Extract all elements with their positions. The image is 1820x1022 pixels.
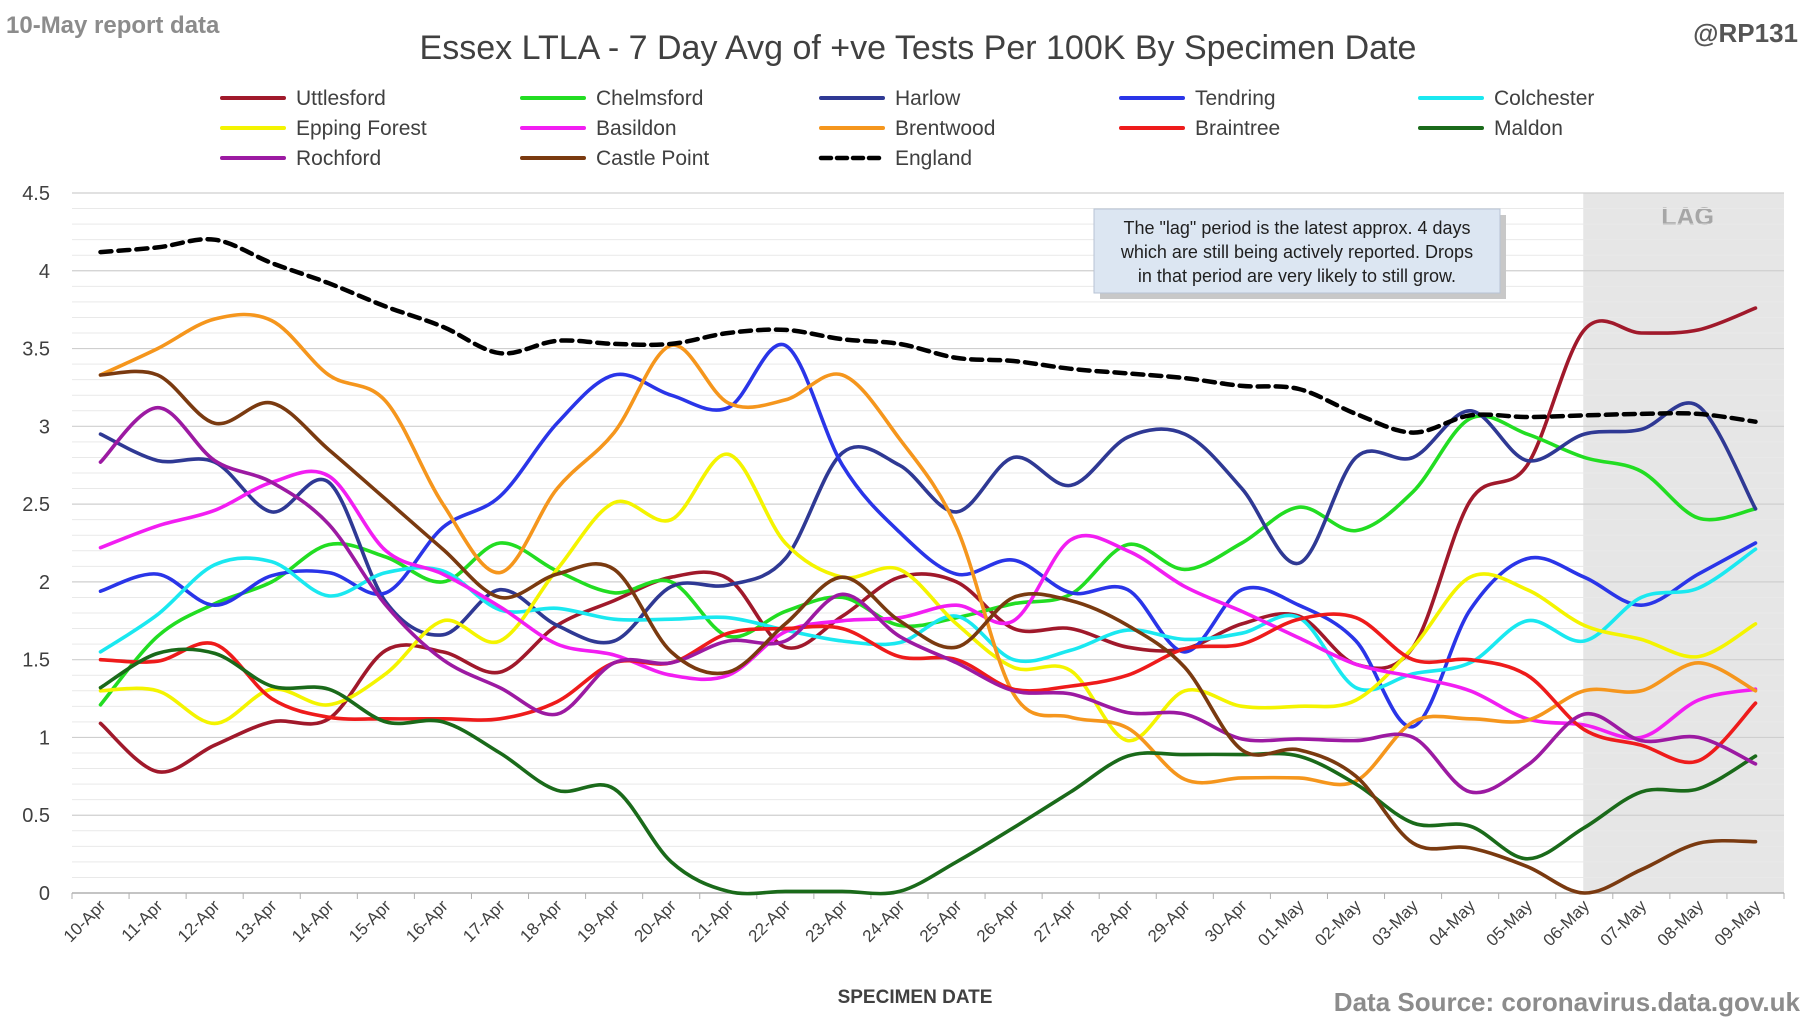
- legend-label-colchester: Colchester: [1494, 87, 1594, 110]
- y-tick-label: 0.5: [22, 805, 50, 827]
- legend-label-castle-point: Castle Point: [596, 147, 709, 170]
- legend-label-england: England: [895, 147, 972, 170]
- series-line-england: [98, 236, 1758, 435]
- legend-label-brentwood: Brentwood: [895, 117, 995, 140]
- handle-label: @RP131: [1693, 18, 1798, 48]
- legend-label-harlow: Harlow: [895, 87, 961, 110]
- series-line-chelmsford: [98, 414, 1758, 707]
- lag-note-line-3: in that period are very likely to still …: [1138, 266, 1456, 286]
- legend-label-tendring: Tendring: [1195, 87, 1276, 110]
- y-tick-label: 3: [39, 416, 50, 438]
- series-line-tendring: [98, 342, 1758, 729]
- series-line-basildon: [98, 469, 1758, 740]
- legend: Uttlesford Chelmsford Harlow Tendring Colche…: [220, 87, 1594, 170]
- series-line-epping-forest: [98, 452, 1758, 743]
- series-line-maldon: [98, 647, 1758, 896]
- x-axis-title: SPECIMEN DATE: [838, 987, 993, 1008]
- legend-label-maldon: Maldon: [1494, 117, 1563, 140]
- series-line-brentwood: [98, 312, 1758, 787]
- y-tick-label: 2.5: [22, 494, 50, 516]
- y-tick-label: 1: [39, 727, 50, 749]
- series-line-uttlesford: [98, 306, 1758, 774]
- legend-label-rochford: Rochford: [296, 147, 381, 170]
- series-line-rochford: [98, 405, 1758, 795]
- y-tick-label: 2: [39, 572, 50, 594]
- y-tick-label: 3.5: [22, 339, 50, 361]
- data-source-label: Data Source: coronavirus.data.gov.uk: [1334, 987, 1801, 1017]
- y-tick-label: 4: [39, 261, 50, 283]
- lag-note-line-1: The "lag" period is the latest approx. 4…: [1124, 218, 1471, 238]
- legend-label-basildon: Basildon: [596, 117, 677, 140]
- y-tick-label: 4.5: [22, 183, 50, 205]
- legend-label-uttlesford: Uttlesford: [296, 87, 386, 110]
- legend-label-braintree: Braintree: [1195, 117, 1280, 140]
- legend-label-epping-forest: Epping Forest: [296, 117, 427, 140]
- series-line-colchester: [98, 547, 1758, 692]
- lag-note-box: [1093, 208, 1501, 294]
- series-line-castle-point: [98, 369, 1758, 895]
- legend-label-chelmsford: Chelmsford: [596, 87, 703, 110]
- y-tick-label: 0: [39, 883, 50, 905]
- lag-note: The "lag" period is the latest approx. 4…: [1093, 208, 1506, 299]
- chart-title: Essex LTLA - 7 Day Avg of +ve Tests Per …: [420, 29, 1417, 67]
- y-tick-label: 1.5: [22, 650, 50, 672]
- lag-label: LAG: [1661, 203, 1714, 231]
- report-label: 10-May report data: [6, 12, 220, 39]
- lag-note-line-2: which are still being actively reported.…: [1120, 242, 1473, 262]
